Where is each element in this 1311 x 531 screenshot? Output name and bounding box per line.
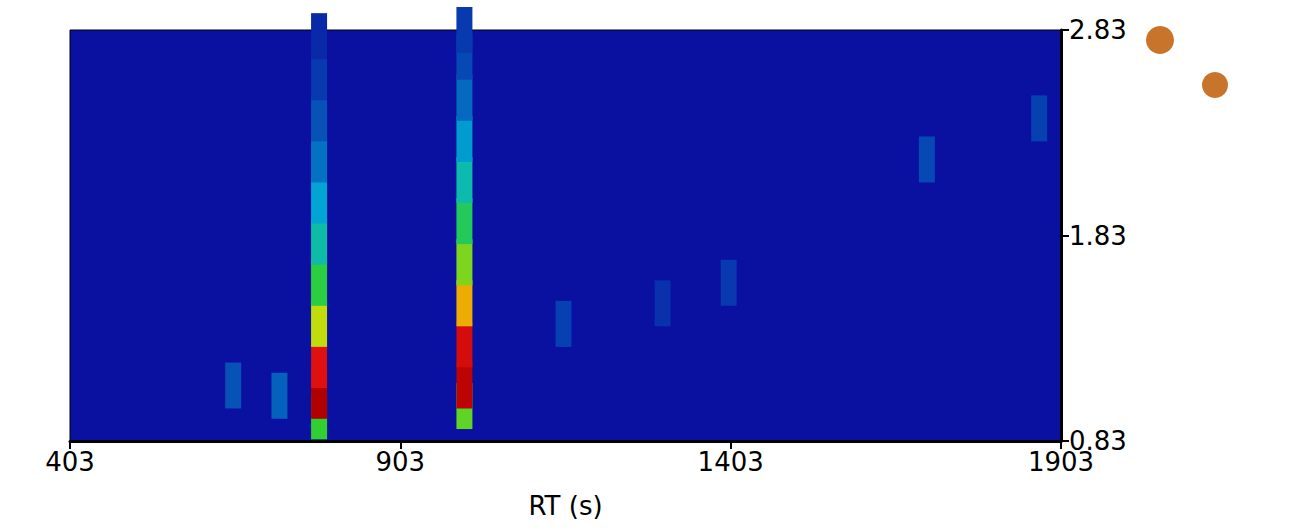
svg-text:1903: 1903 [1028,447,1094,477]
svg-text:403: 403 [45,447,95,477]
svg-text:1.83: 1.83 [1069,221,1127,251]
svg-text:2.83: 2.83 [1069,15,1127,45]
svg-text:1403: 1403 [698,447,764,477]
svg-text:0.83: 0.83 [1069,426,1127,456]
svg-text:903: 903 [376,447,426,477]
svg-text:RT (s): RT (s) [528,491,602,521]
